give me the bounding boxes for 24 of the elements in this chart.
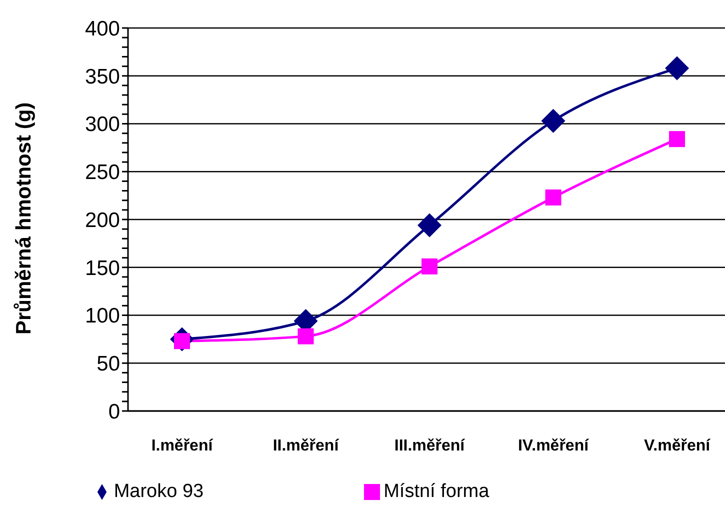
y-tick-label: 0 xyxy=(108,400,120,424)
x-tick-label: II.měření xyxy=(272,437,340,454)
point xyxy=(665,56,689,80)
y-axis-title: Průměrná hmotnost (g) xyxy=(12,102,36,334)
legend-label: Místní forma xyxy=(384,481,490,502)
point xyxy=(422,258,438,274)
y-tick-label: 150 xyxy=(84,256,120,280)
y-tick-label: 100 xyxy=(84,304,120,328)
point xyxy=(541,108,566,133)
point xyxy=(418,213,442,238)
legend-label: Maroko 93 xyxy=(114,481,204,502)
x-tick-label: V.měření xyxy=(644,437,711,454)
point xyxy=(298,328,314,344)
y-tick-label: 50 xyxy=(96,352,120,376)
y-tick-label: 300 xyxy=(84,113,120,136)
y-tick-label: 250 xyxy=(84,161,120,184)
point xyxy=(545,189,562,206)
x-tick-label: I.měření xyxy=(151,437,214,454)
point xyxy=(669,131,685,148)
y-tick-label: 200 xyxy=(84,208,120,232)
x-tick-label: IV.měření xyxy=(518,437,590,454)
y-tick-label: 350 xyxy=(84,65,120,88)
y-tick-label: 400 xyxy=(84,17,120,40)
x-tick-label: III.měření xyxy=(394,437,466,454)
